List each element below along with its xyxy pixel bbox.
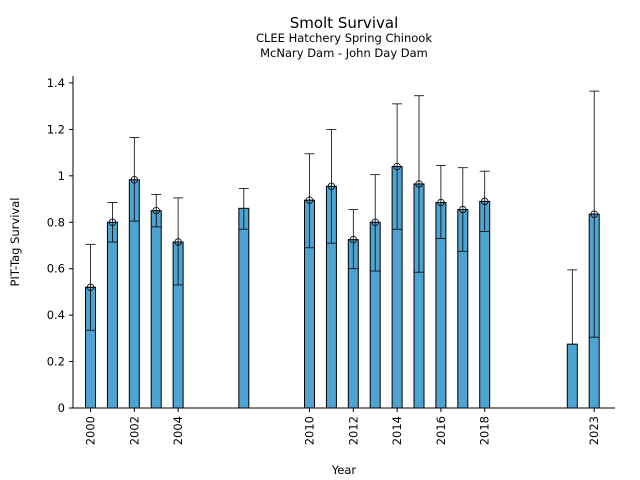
point-marker-2014 [393,162,401,171]
bars-layer [85,166,600,409]
x-tick-label: 2010 [303,416,317,445]
point-marker-2001 [108,218,117,226]
chart-subtitle-line-2: McNary Dam - John Day Dam [260,46,428,60]
point-marker-2000 [86,283,95,291]
bar-2018 [479,200,491,409]
y-tick-label: 0.2 [47,355,65,369]
point-markers-layer [86,162,598,291]
point-marker-2013 [371,218,379,226]
y-tick-label: 0.4 [47,308,65,322]
error-bars-layer [85,90,600,345]
point-marker-2016 [437,198,445,207]
point-marker-2010 [305,196,314,204]
y-tick-label: 1 [58,169,65,183]
x-tick-label: 2018 [478,416,492,445]
chart-title: Smolt Survival [290,14,399,32]
point-marker-2023 [590,210,598,218]
x-tick-label: 2002 [127,416,141,445]
point-marker-2017 [459,205,467,214]
point-marker-2012 [349,235,358,244]
x-tick-label: 2012 [346,416,360,445]
point-marker-2002 [130,176,139,184]
x-ticks-layer: 2000 2002 2004 2010 2012 2014 2016 2018 2023 [84,408,601,445]
bar-2007 [238,207,250,409]
x-tick-label: 2000 [84,416,98,445]
y-axis-label: PIT-Tag Survival [8,198,22,287]
point-marker-2004 [174,238,182,246]
y-tick-label: 0 [58,401,65,415]
y-tick-label: 1.2 [47,122,65,136]
bar-2001 [106,221,118,409]
point-marker-2018 [481,197,489,206]
y-tick-label: 0.6 [47,262,65,276]
chart-subtitle-line-1: CLEE Hatchery Spring Chinook [256,31,432,45]
x-tick-label: 2023 [587,416,601,445]
x-tick-label: 2004 [171,416,185,445]
bar-2003 [150,210,162,409]
y-tick-label: 0.8 [47,215,65,229]
bar-2022 [566,343,578,409]
y-ticks-layer: 0 0.2 0.4 0.6 0.8 1 1.2 1.4 [47,76,73,415]
point-marker-2011 [327,182,336,190]
x-axis-label: Year [331,463,357,477]
point-marker-2003 [152,206,160,215]
y-tick-label: 1.4 [47,76,65,90]
x-tick-label: 2014 [390,416,404,445]
x-tick-label: 2016 [434,416,448,445]
point-marker-2015 [415,180,423,188]
